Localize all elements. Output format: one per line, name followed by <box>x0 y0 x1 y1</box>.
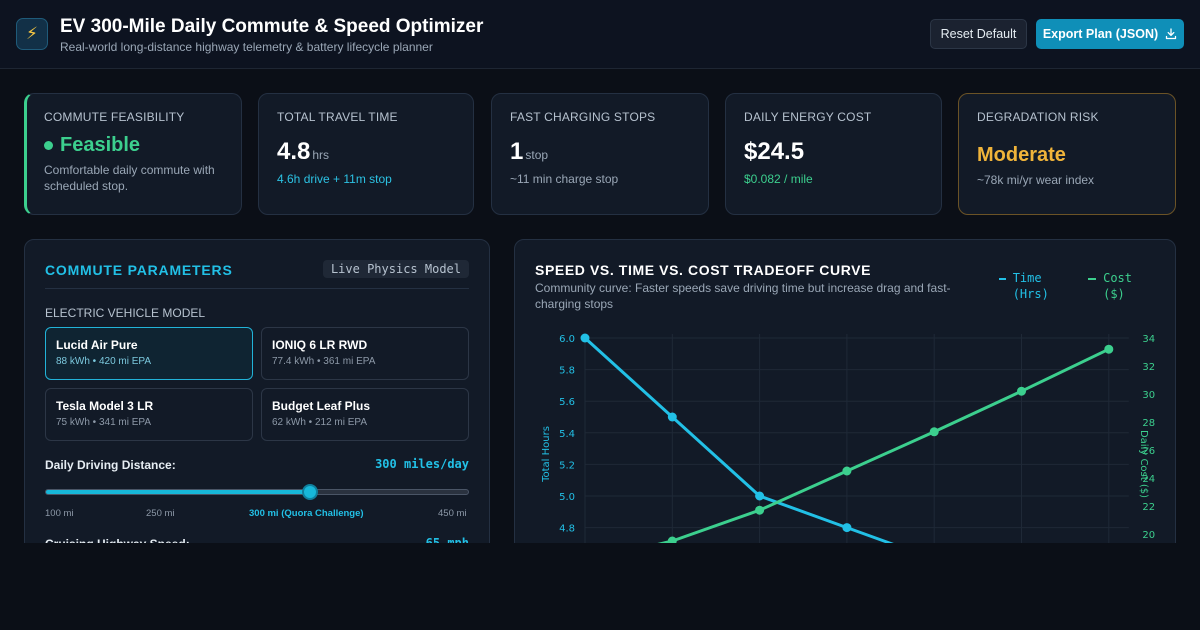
feasibility-status: Feasible <box>60 134 141 156</box>
export-plan-button[interactable]: Export Plan (JSON) <box>1036 19 1184 49</box>
charging-stops-detail: ~11 min charge stop <box>510 172 619 186</box>
y2-axis-tick-label: 24 <box>1142 474 1155 485</box>
tradeoff-chart-panel: SPEED VS. TIME VS. COST TRADEOFF CURVE C… <box>514 239 1176 569</box>
charging-stops-label: Fast Charging Stops <box>510 110 656 124</box>
y2-axis-tick-label: 28 <box>1142 418 1155 429</box>
travel-time-label: Total Travel Time <box>277 110 398 124</box>
y2-axis-tick-label: 22 <box>1142 502 1155 513</box>
status-dot-icon <box>44 141 53 150</box>
vehicle-spec: 88 kWh • 420 mi EPA <box>56 356 152 367</box>
y2-axis-tick-label: 34 <box>1142 334 1155 345</box>
distance-tick: 450 mi <box>438 508 467 519</box>
vehicle-name: Budget Leaf Plus <box>272 399 371 413</box>
page-background <box>0 543 1200 630</box>
energy-cost-value: $24.5 <box>744 138 805 165</box>
vehicle-name: Tesla Model 3 LR <box>56 399 154 413</box>
distance-tick: 100 mi <box>45 508 74 519</box>
distance-slider-fill <box>46 490 310 494</box>
parameters-title: COMMUTE PARAMETERS <box>45 262 233 278</box>
vehicle-name: Lucid Air Pure <box>56 338 138 352</box>
travel-time-unit: hrs <box>312 148 330 162</box>
data-point-time <box>755 491 765 501</box>
vehicle-name: IONIQ 6 LR RWD <box>272 338 368 352</box>
feasibility-label: Commute Feasibility <box>44 110 185 124</box>
vehicle-option-tesla-model-3[interactable]: Tesla Model 3 LR 75 kWh • 341 mi EPA <box>45 388 253 441</box>
legend-cost: Cost ($) <box>1088 270 1150 302</box>
y2-axis-tick-label: 26 <box>1142 446 1155 457</box>
y2-axis-tick-label: 20 <box>1142 530 1155 541</box>
legend-swatch <box>999 278 1006 280</box>
vehicle-section-label: Electric Vehicle Model <box>45 306 206 320</box>
y-axis-tick-label: 6.0 <box>559 334 575 345</box>
charging-stops-unit: stop <box>525 148 549 162</box>
energy-cost-detail: $0.082 / mile <box>744 172 813 186</box>
distance-tick: 250 mi <box>146 508 175 519</box>
tradeoff-chart: 6.0 5.8 5.6 5.4 5.2 5.0 4.8 34 32 30 28 26 24 22 20 Tot… <box>541 333 1155 568</box>
distance-slider[interactable] <box>45 484 469 500</box>
data-point-cost <box>842 466 852 476</box>
y-axis-tick-label: 4.8 <box>559 524 575 535</box>
chart-subtitle: Community curve: Faster speeds save driv… <box>535 281 951 311</box>
app-subtitle: Real-world long-distance highway telemet… <box>60 40 433 54</box>
chart-title: SPEED VS. TIME VS. COST TRADEOFF CURVE <box>535 262 872 278</box>
data-point-cost <box>929 427 939 437</box>
data-point-cost <box>1104 344 1114 354</box>
export-plan-label: Export Plan (JSON) <box>1042 27 1159 41</box>
y2-axis-tick-label: 32 <box>1142 362 1155 373</box>
distance-slider-handle[interactable] <box>301 484 318 500</box>
vehicle-option-ioniq-6[interactable]: IONIQ 6 LR RWD 77.4 kWh • 361 mi EPA <box>261 327 469 380</box>
y-axis-tick-label: 5.8 <box>559 366 575 377</box>
energy-cost-label: Daily Energy Cost <box>744 110 872 124</box>
charging-stops-value: 1 <box>510 138 524 165</box>
vehicle-spec: 75 kWh • 341 mi EPA <box>56 417 152 428</box>
distance-label: Daily Driving Distance: <box>45 458 176 472</box>
y-axis-tick-label: 5.2 <box>559 460 575 471</box>
feasibility-card: Commute Feasibility Feasible Comfortable… <box>24 93 242 215</box>
download-icon <box>1165 28 1177 40</box>
travel-time-detail: 4.6h drive + 11m stop <box>277 172 392 186</box>
live-model-badge: Live Physics Model <box>322 260 469 278</box>
divider <box>45 288 469 289</box>
y-axis-tick-label: 5.0 <box>559 492 575 503</box>
vehicle-option-leaf-plus[interactable]: Budget Leaf Plus 62 kWh • 212 mi EPA <box>261 388 469 441</box>
vehicle-spec: 62 kWh • 212 mi EPA <box>272 417 368 428</box>
commute-parameters-panel: COMMUTE PARAMETERS Live Physics Model El… <box>24 239 490 569</box>
distance-value: 300 miles/day <box>375 457 469 471</box>
data-point-time <box>667 412 677 422</box>
legend-time: Time (Hrs) <box>999 270 1061 302</box>
y-axis-label: Total Hours <box>541 426 552 483</box>
energy-cost-card: Daily Energy Cost $24.5 $0.082 / mile <box>725 93 942 215</box>
data-point-cost <box>1017 386 1026 396</box>
travel-time-value: 4.8 <box>277 138 311 165</box>
vehicle-option-lucid-air-pure[interactable]: Lucid Air Pure 88 kWh • 420 mi EPA <box>45 327 253 380</box>
feasibility-description: Comfortable daily commute with scheduled… <box>44 163 215 193</box>
legend-swatch <box>1088 278 1097 280</box>
top-bar: ⚡ EV 300-Mile Daily Commute & Speed Opti… <box>0 0 1200 69</box>
degradation-detail: ~78k mi/yr wear index <box>977 173 1095 187</box>
distance-tick-selected: 300 mi (Quora Challenge) <box>249 508 364 519</box>
vehicle-spec: 77.4 kWh • 361 mi EPA <box>272 356 376 367</box>
legend-time-label: Time (Hrs) <box>1012 271 1049 301</box>
travel-time-card: Total Travel Time 4.8 hrs 4.6h drive + 11… <box>258 93 474 215</box>
y2-axis-tick-label: 30 <box>1142 390 1155 401</box>
legend-cost-label: Cost ($) <box>1103 271 1133 301</box>
y-axis-tick-label: 5.4 <box>559 429 575 440</box>
data-point-time <box>580 333 590 343</box>
data-point-time <box>842 523 852 533</box>
degradation-label: Degradation Risk <box>977 110 1099 124</box>
app-title: EV 300-Mile Daily Commute & Speed Optimi… <box>60 16 484 37</box>
data-point-cost <box>755 505 765 515</box>
degradation-card: Degradation Risk Moderate ~78k mi/yr wea… <box>958 93 1176 215</box>
y-axis-tick-label: 5.6 <box>559 397 575 408</box>
degradation-value: Moderate <box>977 144 1066 166</box>
charging-stops-card: Fast Charging Stops 1 stop ~11 min charge… <box>491 93 709 215</box>
lightning-bolt-icon: ⚡ <box>16 18 48 50</box>
reset-default-button[interactable]: Reset Default <box>930 19 1027 49</box>
y2-axis-label: Daily Cost ($) <box>1138 430 1149 498</box>
